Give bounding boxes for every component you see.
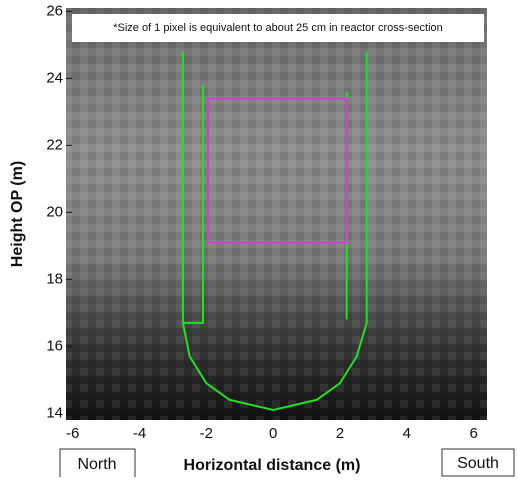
- x-tick-label: 4: [403, 425, 411, 442]
- y-tick-label: 18: [46, 270, 63, 287]
- outline: [181, 51, 368, 411]
- y-tick-label: 16: [46, 337, 63, 354]
- annotation: *Size of 1 pixel is equivalent to about …: [113, 22, 443, 34]
- annotation-box: [72, 14, 484, 42]
- y-axis-label: Height OP (m): [9, 161, 26, 267]
- south-label: South: [457, 455, 499, 472]
- y-tick-label: 20: [46, 203, 63, 220]
- x-tick-label: 2: [336, 425, 344, 442]
- x-tick-label: 0: [269, 425, 277, 442]
- north-label: North: [77, 456, 116, 473]
- y-tick-label: 24: [46, 69, 63, 86]
- y-tick-label: 26: [46, 2, 63, 19]
- x-tick-label: -4: [133, 425, 146, 442]
- x-tick-label: -2: [200, 425, 213, 442]
- x-tick-label: -6: [66, 425, 79, 442]
- outline: [207, 97, 348, 244]
- x-tick-label: 6: [469, 425, 477, 442]
- x-axis-label: Horizontal distance (m): [184, 457, 361, 474]
- outline: [182, 85, 204, 324]
- south-box: [441, 448, 515, 477]
- pixel-texture: [66, 8, 487, 420]
- y-tick-label: 22: [46, 136, 63, 153]
- y-tick-label: 14: [46, 404, 63, 421]
